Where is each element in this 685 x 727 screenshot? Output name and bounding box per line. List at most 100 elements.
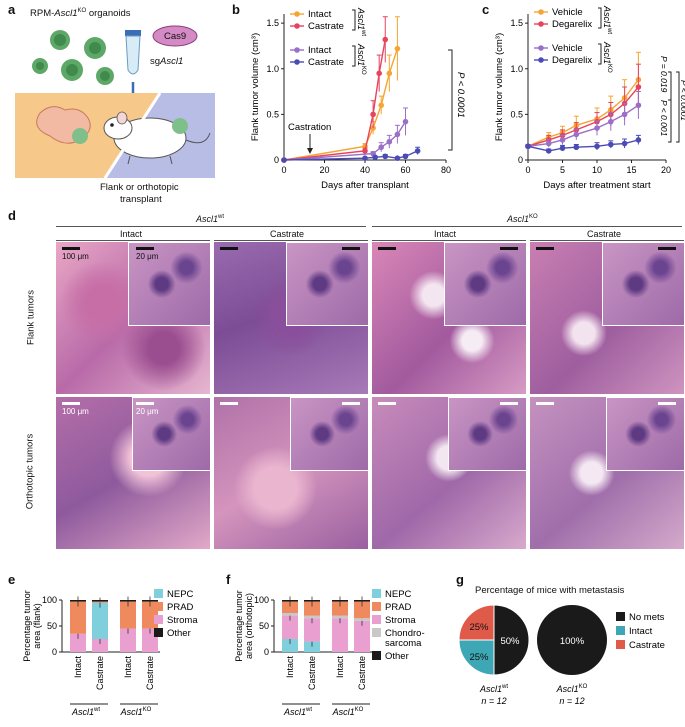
legend-swatch	[616, 626, 625, 635]
y-tick-label: 50	[259, 621, 269, 631]
pie-group-wt: Ascl1wt	[479, 684, 508, 694]
histology-inset	[448, 397, 526, 471]
tube-icon	[125, 30, 141, 75]
legend-swatch	[616, 612, 625, 621]
legend-bracket-wt	[598, 7, 602, 29]
pie-group-ko-gene: Ascl1	[556, 684, 579, 694]
scalebar-small	[342, 402, 360, 405]
bar-segment-prad	[120, 601, 136, 629]
bar-segment-stroma	[282, 615, 298, 639]
series-line-0	[527, 79, 639, 147]
series-line-0	[283, 48, 399, 161]
scalebar-small	[136, 402, 154, 405]
data-point	[635, 137, 642, 143]
group-label-ko: Ascl1KO	[332, 707, 364, 717]
data-point	[525, 143, 531, 150]
panel-a-caption-line1: Flank or orthotopic	[100, 182, 179, 193]
histology-image-orthotopic-4	[530, 397, 684, 549]
legend-label: Intact	[308, 45, 332, 56]
legend-group-ko-sup: KO	[360, 66, 366, 75]
data-point	[573, 131, 580, 138]
scalebar-small	[500, 247, 518, 250]
histology-image-flank-4	[530, 242, 684, 394]
pie-group-wt-sup: wt	[501, 684, 508, 690]
pie-group-wt-gene: Ascl1	[479, 684, 502, 694]
scalebar-small	[136, 247, 154, 250]
sgascl1-label: sgAscl1	[150, 56, 184, 67]
legend-swatch	[616, 640, 625, 649]
histology-col-1: Intact	[120, 229, 143, 239]
bar-segment-chondrosarcoma	[304, 615, 320, 619]
data-point	[386, 70, 393, 77]
panel-label-b: b	[232, 2, 240, 17]
y-axis-label-line1: Percentage tumor	[234, 590, 244, 662]
legend-bracket-wt	[352, 9, 356, 31]
y-tick-label: 0	[264, 647, 269, 657]
y-axis-label: Flank tumor volume (cm³)	[494, 33, 505, 141]
y-tick-label: 0.5	[266, 109, 279, 119]
data-point	[402, 118, 409, 125]
group-label-ko-gene: Ascl1	[120, 707, 143, 717]
pvalue-bracket-3	[676, 71, 680, 143]
bar-segment-other	[142, 600, 158, 602]
bar-segment-nepc	[304, 641, 320, 652]
legend-group-wt: Ascl1wt	[602, 5, 612, 34]
legend-marker	[538, 21, 544, 27]
tumor-area-flank-chart: 0 50 100 Percentage tumor area (flank) Intact…	[22, 589, 198, 717]
pie-label-wt-intact: 25%	[469, 652, 489, 663]
metastasis-title: Percentage of mice with metastasis	[475, 585, 625, 596]
legend-group-ko: Ascl1KO	[602, 41, 612, 73]
legend-group-ko-gene: Ascl1	[356, 43, 366, 66]
pvalue-label: P < 0.0001	[455, 72, 466, 118]
col-rule-2	[214, 240, 368, 241]
data-point	[559, 137, 566, 143]
col-rule-3	[372, 240, 526, 241]
series-line-2	[527, 104, 639, 148]
histology-image-flank-2	[214, 242, 368, 394]
legend-label: Chondro-	[385, 628, 425, 639]
legend-bracket-ko	[352, 45, 356, 67]
bar-segment-prad	[354, 601, 370, 619]
bar-segment-prad	[282, 601, 298, 613]
y-tick-label: 1.0	[510, 64, 523, 74]
scalebar-large	[536, 247, 554, 250]
scalebar-small	[658, 402, 676, 405]
scalebar-large	[220, 247, 238, 250]
data-point	[362, 155, 368, 161]
legend-swatch	[372, 615, 381, 624]
histology-inset	[602, 242, 684, 326]
legend-marker	[538, 9, 544, 15]
y-tick-label: 50	[47, 621, 57, 631]
legend-label: Stroma	[167, 615, 198, 626]
bar-segment-stroma	[332, 618, 348, 652]
data-point	[414, 148, 421, 154]
pie-slice-wt-castrate	[458, 604, 495, 641]
legend-swatch	[154, 602, 163, 611]
legend-marker	[294, 59, 300, 65]
x-tick-label: 60	[400, 165, 410, 175]
data-point	[382, 36, 389, 43]
data-point	[394, 45, 401, 52]
y-tick-label: 0	[274, 155, 279, 165]
cas9-label: Cas9	[164, 31, 187, 42]
y-tick-label: 0	[518, 155, 523, 165]
legend-label: Castrate	[308, 57, 344, 68]
data-point	[594, 143, 600, 150]
pie-group-ko-sup: KO	[579, 684, 588, 690]
legend-group-wt: Ascl1wt	[356, 7, 366, 36]
histology-inset	[606, 397, 684, 471]
panel-label-a: a	[8, 2, 16, 17]
x-tick-label: 40	[360, 165, 370, 175]
bar-segment-other	[304, 600, 320, 602]
group-wt-rule	[56, 226, 366, 227]
x-tick-label: 0	[525, 165, 530, 175]
panel-a-caption-line2: transplant	[120, 194, 162, 205]
panel-label-e: e	[8, 572, 16, 587]
histology-image-orthotopic-3	[372, 397, 526, 549]
x-tick-label: 20	[661, 165, 671, 175]
legend-label: PRAD	[167, 602, 194, 613]
scalebar-small	[342, 247, 360, 250]
histology-group-ko: Ascl1KO	[507, 214, 538, 224]
histology-col-3: Intact	[434, 229, 457, 239]
scalebar-large	[378, 402, 396, 405]
